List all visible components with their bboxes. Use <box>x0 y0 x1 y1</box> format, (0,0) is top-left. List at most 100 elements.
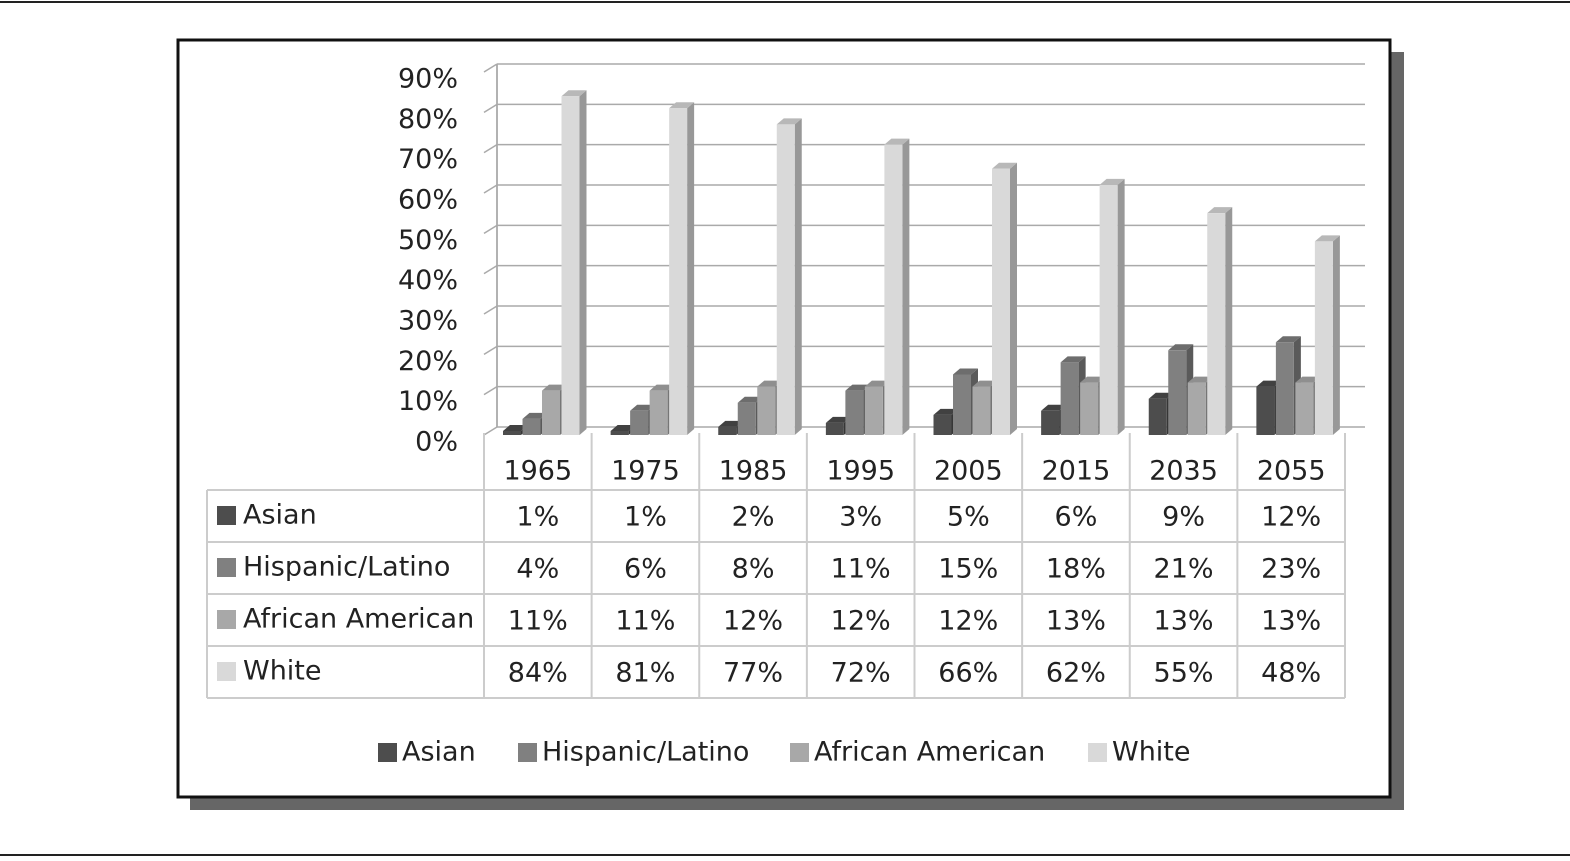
x-tick-label: 1995 <box>826 456 895 487</box>
bar <box>737 402 756 435</box>
bar-top <box>953 368 978 375</box>
bar-side <box>1117 178 1125 435</box>
bar-side <box>794 118 802 435</box>
bar-top <box>972 380 998 387</box>
grid-line <box>483 184 498 194</box>
table-cell: 4% <box>516 554 559 585</box>
table-cell: 13% <box>1154 606 1214 637</box>
bar-top <box>737 396 763 403</box>
bar-top <box>1314 235 1340 242</box>
table-cell: 12% <box>938 606 998 637</box>
bar-top <box>992 162 1017 169</box>
legend-key <box>518 743 537 762</box>
bar <box>718 426 737 435</box>
bar-top <box>1187 376 1213 383</box>
bar-top <box>884 138 910 145</box>
bar-side <box>902 138 910 435</box>
bar-top <box>1168 344 1194 351</box>
table-cell: 1% <box>624 502 667 533</box>
bar <box>1060 362 1079 435</box>
bar <box>845 390 864 435</box>
bar-top <box>776 118 802 125</box>
x-tick-label: 2035 <box>1149 456 1218 487</box>
grid-line <box>483 63 498 73</box>
bar-side <box>1332 235 1340 435</box>
bar-top <box>610 424 636 431</box>
bar <box>1080 382 1099 435</box>
y-tick-label: 70% <box>398 144 458 175</box>
bar-top <box>933 408 959 415</box>
table-cell: 13% <box>1046 606 1106 637</box>
table-cell: 12% <box>831 606 891 637</box>
table-cell: 6% <box>624 554 667 585</box>
bar <box>542 390 560 435</box>
bar-top <box>630 404 656 411</box>
bar-top <box>718 420 744 427</box>
table-row-header: White <box>243 656 322 687</box>
grid-line <box>483 265 498 275</box>
bar <box>1168 350 1187 435</box>
bar-top <box>1256 380 1282 387</box>
y-tick-label: 10% <box>398 386 458 417</box>
table-cell: 11% <box>615 606 675 637</box>
table-cell: 18% <box>1046 554 1106 585</box>
bar-top <box>1099 178 1125 185</box>
bar <box>757 386 776 435</box>
bar-top <box>757 380 783 387</box>
bar <box>776 124 795 435</box>
y-tick-label: 30% <box>398 306 458 337</box>
table-cell: 23% <box>1261 554 1321 585</box>
table-cell: 9% <box>1162 502 1205 533</box>
bar-top <box>542 384 567 391</box>
bar-top <box>1207 207 1233 214</box>
table-cell: 81% <box>615 658 675 689</box>
bar-top <box>1041 404 1067 411</box>
table-cell: 12% <box>1261 502 1321 533</box>
y-tick-label: 40% <box>398 265 458 296</box>
y-tick-label: 20% <box>398 346 458 377</box>
bar-top <box>825 416 851 423</box>
legend-label: Hispanic/Latino <box>542 737 749 768</box>
legend-key <box>378 743 397 762</box>
table-legend-key <box>217 610 236 629</box>
bar-top <box>1295 376 1321 383</box>
bar-top <box>1080 376 1106 383</box>
bar <box>649 390 668 435</box>
bar <box>1187 382 1206 435</box>
bar <box>1275 342 1294 435</box>
legend-key <box>1088 743 1107 762</box>
bar-top <box>845 384 871 391</box>
bar <box>1207 213 1226 435</box>
table-cell: 55% <box>1154 658 1214 689</box>
bar-top <box>864 380 890 387</box>
table-cell: 62% <box>1046 658 1106 689</box>
bar <box>630 410 649 435</box>
x-tick-label: 2005 <box>934 456 1003 487</box>
bar <box>1148 398 1167 435</box>
bar <box>992 168 1010 436</box>
legend-key <box>790 743 809 762</box>
table-cell: 2% <box>732 502 775 533</box>
bar <box>884 144 903 435</box>
table-cell: 15% <box>938 554 998 585</box>
bar <box>1314 241 1333 435</box>
table-row-header: Hispanic/Latino <box>243 552 450 583</box>
bar <box>669 108 688 436</box>
bar-top <box>1148 392 1174 399</box>
grid-line <box>483 305 498 315</box>
bar-top <box>669 102 695 109</box>
bar-top <box>1060 356 1086 363</box>
bar-top <box>649 384 675 391</box>
table-legend-key <box>217 662 236 681</box>
grid-line <box>483 426 498 436</box>
table-cell: 5% <box>947 502 990 533</box>
bar <box>972 386 991 435</box>
table-cell: 13% <box>1261 606 1321 637</box>
bar <box>825 422 844 435</box>
bar <box>1295 382 1314 435</box>
bar-top <box>522 412 548 419</box>
bar-top <box>561 90 587 97</box>
bar-top <box>1275 336 1301 343</box>
grid-line <box>483 144 498 154</box>
